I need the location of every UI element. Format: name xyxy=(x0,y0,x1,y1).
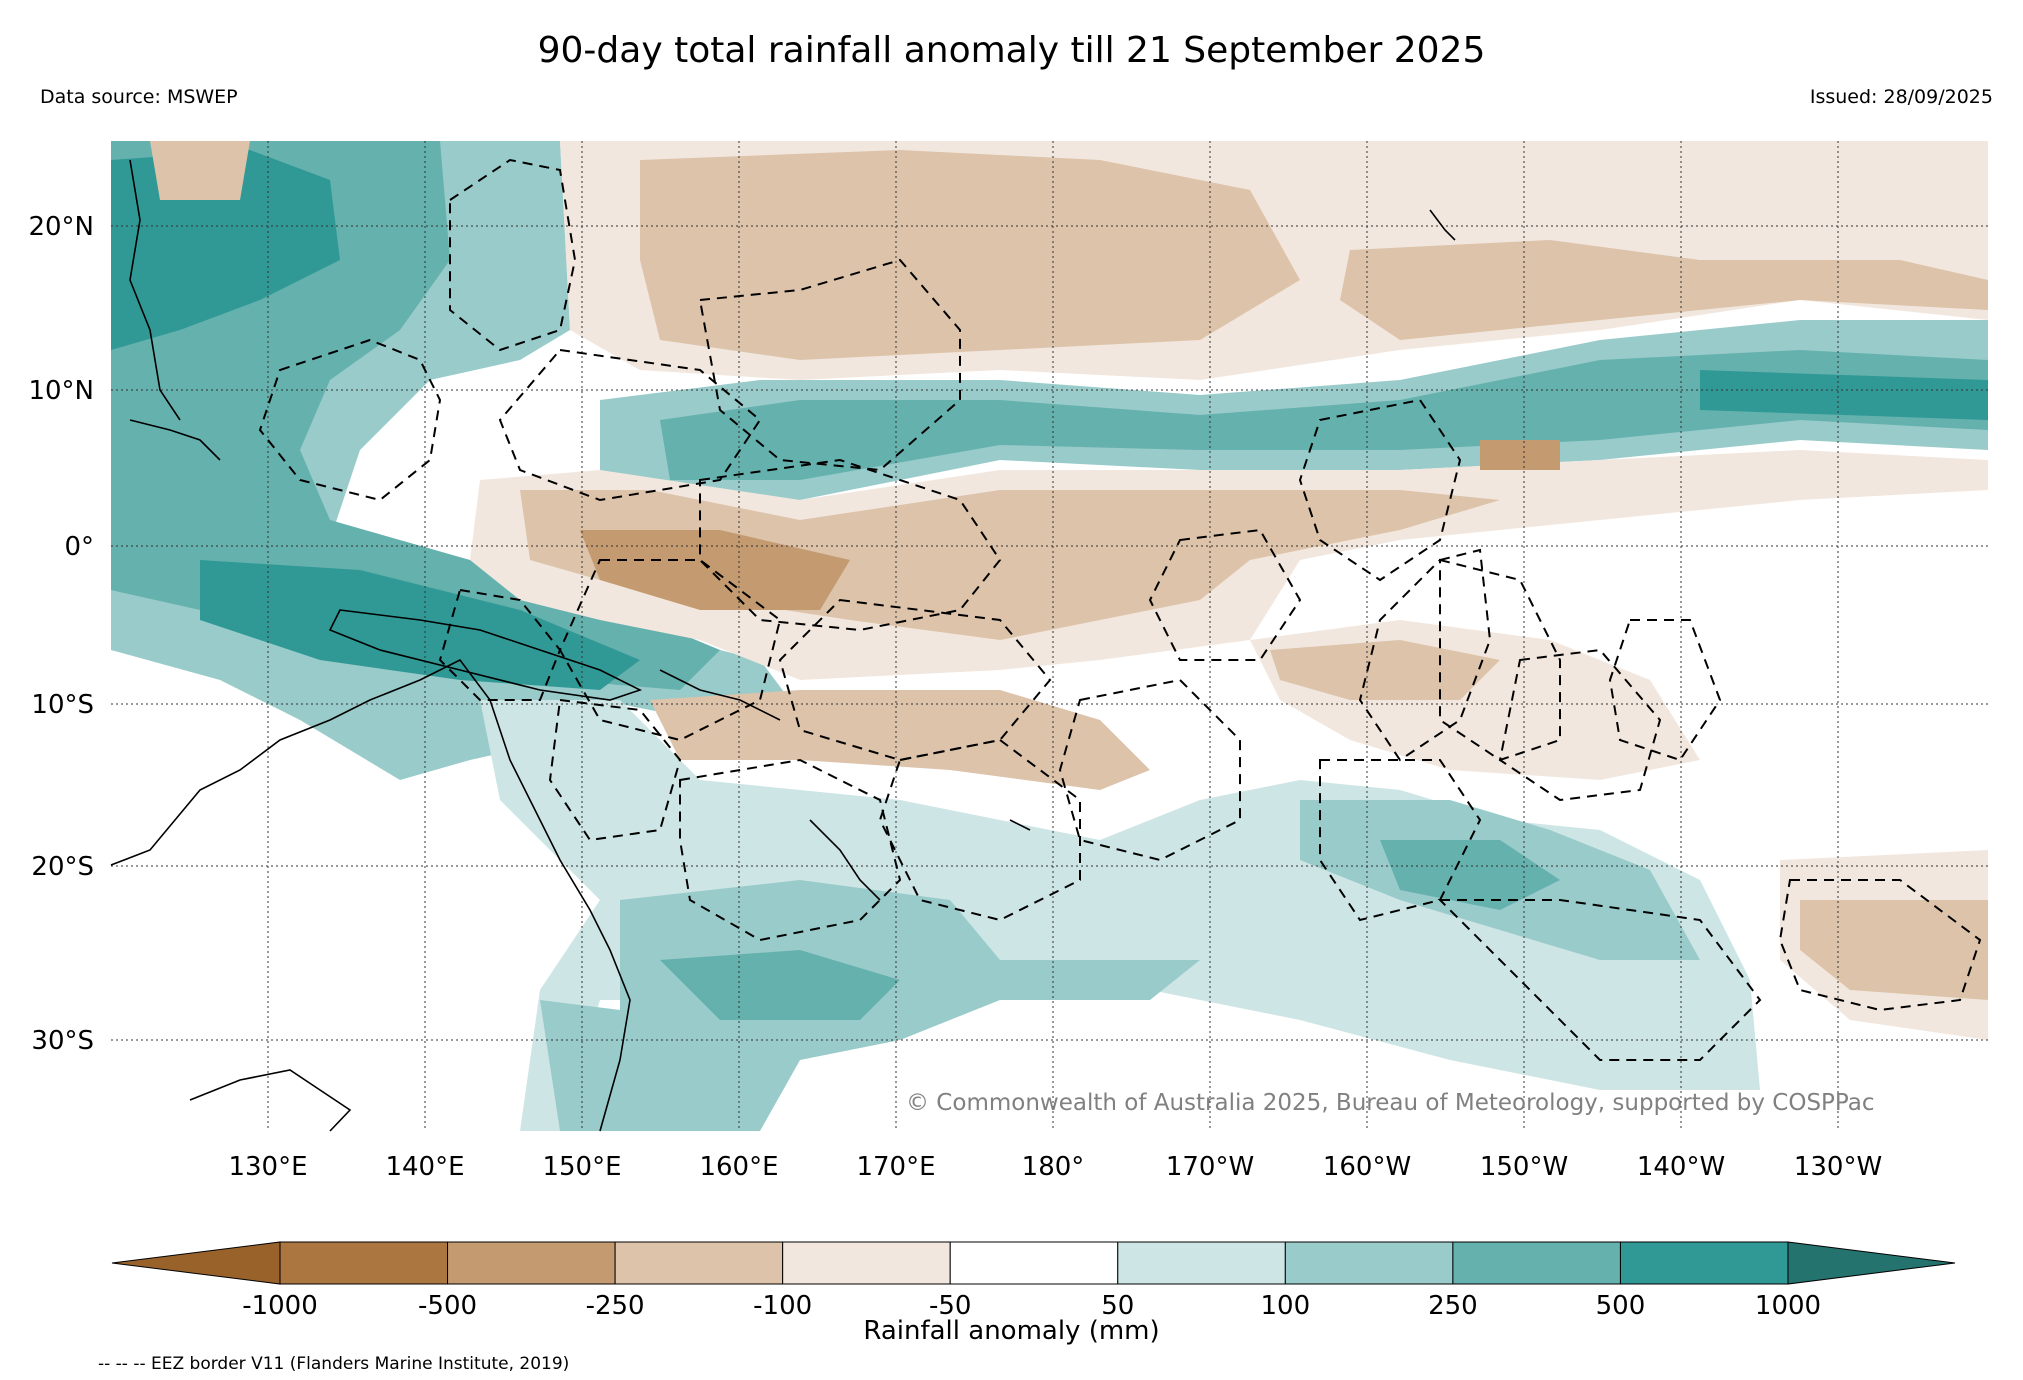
lat-label-20n: 20°N xyxy=(28,212,94,242)
colorbar-tick-label: 100 xyxy=(1261,1291,1311,1320)
issued-date-label: Issued: 28/09/2025 xyxy=(1809,86,1993,108)
chart-title: 90-day total rainfall anomaly till 21 Se… xyxy=(537,30,1486,71)
lon-label-160w: 160°W xyxy=(1323,1152,1411,1182)
lon-label-170w: 170°W xyxy=(1166,1152,1254,1182)
colorbar-extend-low xyxy=(111,1241,281,1285)
anomaly-band-dry-equatorial xyxy=(470,440,1988,680)
anomaly-region-dry-south xyxy=(650,620,1988,1040)
lon-label-150e: 150°E xyxy=(542,1152,621,1182)
lat-label-10n: 10°N xyxy=(28,376,94,406)
lon-label-150w: 150°W xyxy=(1480,1152,1568,1182)
lon-label-140e: 140°E xyxy=(385,1152,464,1182)
colorbar-segment xyxy=(1284,1241,1454,1285)
lat-label-10s: 10°S xyxy=(31,690,94,720)
colorbar-tick-label: -1000 xyxy=(242,1291,318,1320)
anomaly-region-dry-north xyxy=(150,141,1988,380)
colorbar-segment xyxy=(1452,1241,1621,1285)
colorbar-label: Rainfall anomaly (mm) xyxy=(863,1316,1160,1346)
colorbar-tick-label: -100 xyxy=(753,1291,812,1320)
colorbar-tick-label: 1000 xyxy=(1755,1291,1821,1320)
colorbar-segment xyxy=(447,1241,616,1285)
lat-label-0: 0° xyxy=(64,532,94,562)
anomaly-region-wet-south xyxy=(480,700,1760,1131)
lon-label-180: 180° xyxy=(1022,1152,1085,1182)
colorbar-segment xyxy=(279,1241,449,1285)
longitude-labels: 130°E 140°E 150°E 160°E 170°E 180° 170°W… xyxy=(228,1152,1882,1182)
colorbar-segment xyxy=(782,1241,951,1285)
lon-label-160e: 160°E xyxy=(699,1152,778,1182)
anomaly-band-wet-north xyxy=(600,320,1988,510)
colorbar-tick-label: -50 xyxy=(929,1291,971,1320)
colorbar-tick-label: 50 xyxy=(1101,1291,1134,1320)
colorbar-segment xyxy=(1117,1241,1286,1285)
colorbar-tick-label: 250 xyxy=(1428,1291,1478,1320)
lat-label-20s: 20°S xyxy=(31,852,94,882)
lon-label-140w: 140°W xyxy=(1637,1152,1725,1182)
latitude-labels: 20°N 10°N 0° 10°S 20°S 30°S xyxy=(28,212,94,1056)
colorbar-segment xyxy=(1619,1241,1789,1285)
colorbar: -1000 -500 -250 -100 -50 50 100 250 500 1000 xyxy=(111,1241,1956,1320)
colorbar-segment xyxy=(949,1241,1119,1285)
coastlines xyxy=(110,159,1456,1132)
lon-label-130e: 130°E xyxy=(228,1152,307,1182)
lon-label-130w: 130°W xyxy=(1794,1152,1882,1182)
data-source-label: Data source: MSWEP xyxy=(40,86,238,108)
copyright-credit: © Commonwealth of Australia 2025, Bureau… xyxy=(906,1090,1875,1116)
eez-borders xyxy=(258,158,1982,1061)
colorbar-segment xyxy=(614,1241,784,1285)
colorbar-tick-label: -250 xyxy=(586,1291,645,1320)
colorbar-tick-label: 500 xyxy=(1596,1291,1646,1320)
graticule xyxy=(111,141,1988,1131)
lon-label-170e: 170°E xyxy=(856,1152,935,1182)
lat-label-30s: 30°S xyxy=(31,1026,94,1056)
colorbar-tick-label: -500 xyxy=(418,1291,477,1320)
eez-legend-note: -- -- -- EEZ border V11 (Flanders Marine… xyxy=(98,1354,570,1374)
colorbar-extend-high xyxy=(1787,1241,1956,1285)
